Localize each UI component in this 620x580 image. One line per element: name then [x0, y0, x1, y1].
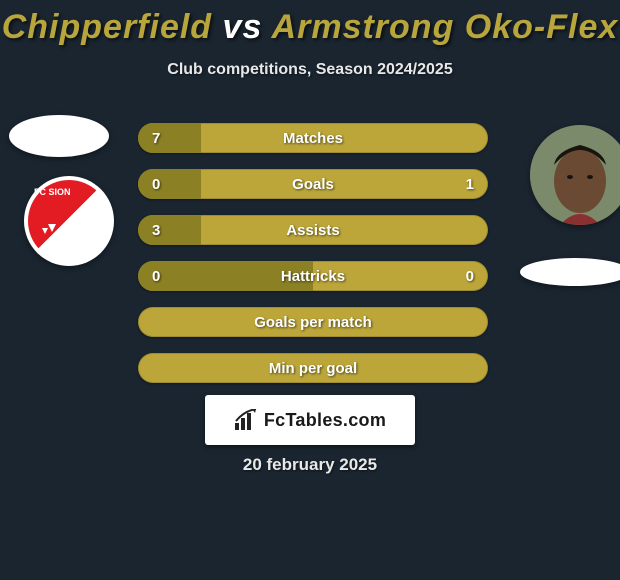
stat-value-left: 7	[152, 123, 160, 153]
player1-avatar	[9, 115, 109, 157]
stat-bar: Goals per match	[138, 307, 488, 337]
fctables-logo-icon	[234, 409, 258, 431]
stat-label: Goals per match	[138, 307, 488, 337]
stat-value-right: 0	[466, 261, 474, 291]
stat-bar: Hattricks0 0	[138, 261, 488, 291]
watermark: FcTables.com	[205, 395, 415, 445]
stat-bar: Goals0 1	[138, 169, 488, 199]
stat-label: Min per goal	[138, 353, 488, 383]
subtitle: Club competitions, Season 2024/2025	[0, 61, 620, 79]
stat-bar: Assists3	[138, 215, 488, 245]
stat-label: Assists	[138, 215, 488, 245]
stat-label: Goals	[138, 169, 488, 199]
page-title: Chipperfield vs Armstrong Oko-Flex	[0, 0, 620, 47]
stat-value-left: 3	[152, 215, 160, 245]
stat-label: Hattricks	[138, 261, 488, 291]
stat-bar: Matches7	[138, 123, 488, 153]
player2-avatar	[530, 125, 620, 225]
date-text: 20 february 2025	[0, 455, 620, 475]
player2-club-badge	[520, 258, 620, 286]
player1-name: Chipperfield	[2, 8, 212, 46]
player1-club-badge: FC SION	[24, 176, 114, 266]
stat-value-right: 1	[466, 169, 474, 199]
stat-bar: Min per goal	[138, 353, 488, 383]
comparison-bars: Matches7Goals01Assists3Hattricks00Goals …	[138, 123, 488, 399]
stat-value-left: 0	[152, 169, 160, 199]
watermark-text: FcTables.com	[264, 410, 386, 431]
stat-value-left: 0	[152, 261, 160, 291]
stat-label: Matches	[138, 123, 488, 153]
vs-text: vs	[223, 8, 263, 46]
player2-name: Armstrong Oko-Flex	[272, 8, 619, 46]
